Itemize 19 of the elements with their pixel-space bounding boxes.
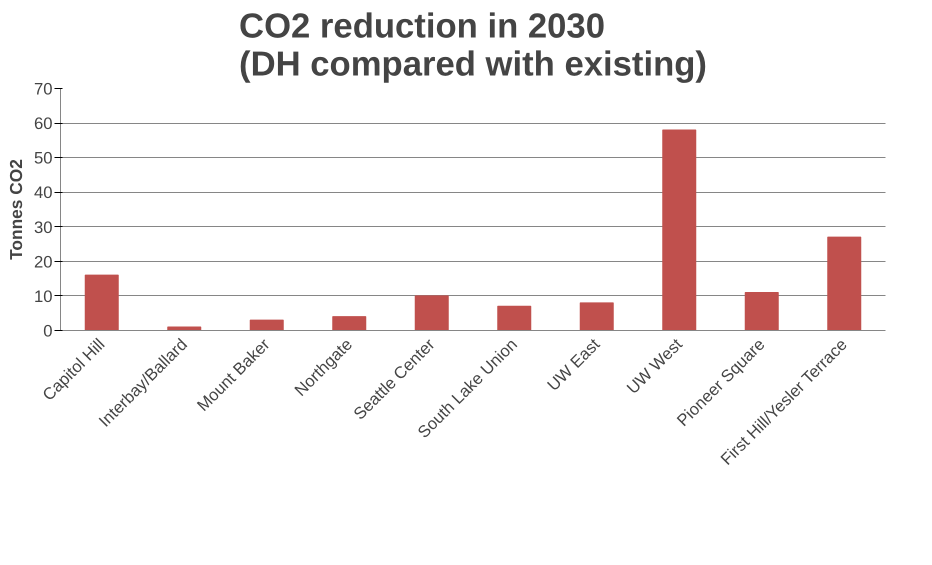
y-tick-label: 70 [34,80,53,98]
y-tick-label: 40 [34,183,53,202]
y-tick-label: 60 [34,114,53,134]
bar [332,316,366,330]
y-tick-label: 50 [34,148,53,168]
bar [84,274,119,330]
y-axis-title: Tonnes CO2 [6,159,26,260]
bar [414,295,449,330]
bar [497,306,532,330]
y-tick-label: 20 [34,252,53,272]
chart-title: CO2 reduction in 2030 (DH compared with existing) [239,8,707,84]
bar [580,302,614,330]
bar [662,129,696,330]
y-tick-label: 30 [34,218,53,237]
bar [744,292,779,330]
y-tick-label: 0 [43,322,52,340]
y-tick-label: 10 [34,286,53,306]
bar [827,236,862,330]
bar [250,320,284,330]
